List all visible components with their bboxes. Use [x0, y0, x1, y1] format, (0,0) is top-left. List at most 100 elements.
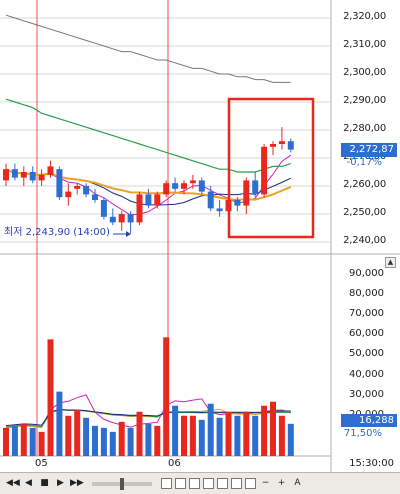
volume-bar — [118, 421, 125, 456]
candle-body — [65, 191, 72, 198]
volume-bar — [172, 405, 179, 456]
volume-bar — [83, 417, 90, 456]
price-tick-label: 2,260,00 — [343, 179, 386, 190]
volume-bar — [198, 419, 205, 456]
zoom-out-button[interactable]: − — [261, 478, 270, 488]
time-label: 15:30:00 — [349, 458, 394, 469]
current-price-tag: 2,272,87 — [341, 143, 397, 157]
price-tick-label: 2,240,00 — [343, 235, 386, 246]
candle-body — [189, 180, 196, 184]
print-icon[interactable] — [245, 478, 256, 489]
candle-body — [38, 174, 45, 181]
volume-tick-label: 50,000 — [349, 348, 384, 360]
current-volume-tag: 16,288 — [341, 414, 397, 427]
volume-bar — [127, 427, 134, 456]
highlight-box — [227, 97, 315, 239]
volume-bar — [65, 415, 72, 456]
price-panel[interactable] — [0, 0, 331, 253]
candle-body — [172, 183, 179, 189]
volume-bar — [163, 337, 170, 456]
candle-body — [181, 183, 187, 189]
zoom-slider[interactable] — [92, 477, 152, 490]
price-tick-label: 2,250,00 — [343, 207, 386, 218]
volume-bars — [3, 337, 294, 456]
candle-body — [252, 180, 259, 195]
volume-bar — [29, 427, 36, 456]
candle-body — [74, 186, 81, 189]
candle-body — [270, 144, 276, 147]
volume-bar — [216, 417, 223, 456]
volume-bar — [252, 415, 259, 456]
chart-type-line-icon[interactable] — [189, 478, 200, 489]
volume-tick-label: 40,000 — [349, 368, 384, 380]
candle-body — [47, 166, 54, 175]
volume-bar — [287, 423, 294, 456]
ma60-line — [5, 98, 291, 173]
volume-bar — [109, 431, 116, 456]
candle-body — [127, 214, 134, 223]
volume-bar — [100, 427, 107, 456]
volume-bar — [74, 409, 81, 456]
volume-bar — [207, 403, 214, 456]
stop-icon[interactable]: ■ — [40, 478, 49, 488]
volume-bar — [56, 391, 63, 456]
next-icon[interactable]: ▶ — [57, 478, 64, 488]
candle-body — [145, 194, 152, 206]
auto-scale-button[interactable]: A — [294, 478, 301, 488]
candle-body — [243, 180, 250, 206]
volume-bar — [38, 431, 45, 456]
panel-collapse-button[interactable]: ▲ — [385, 257, 396, 268]
candle-body — [136, 194, 143, 223]
low-annotation: 최저 2,243,90 (14:00) — [4, 227, 110, 238]
price-tick-label: 2,290,00 — [343, 95, 386, 106]
candle-body — [11, 169, 18, 178]
candle-body — [29, 172, 36, 181]
candle-body — [3, 169, 9, 181]
candle-body — [207, 191, 214, 209]
volume-bar — [20, 423, 27, 456]
volume-bar — [11, 425, 18, 456]
candle-body — [234, 200, 241, 206]
volume-bar — [234, 415, 241, 456]
volume-bar — [243, 411, 250, 456]
candle-body — [261, 146, 268, 195]
volume-bar — [181, 415, 187, 456]
zoom-in-button[interactable]: + — [277, 478, 286, 488]
date-label-06: 06 — [168, 458, 181, 469]
volume-bar — [92, 425, 98, 456]
volume-bar — [189, 415, 196, 456]
candle-body — [287, 141, 294, 150]
chart-type-candle-icon[interactable] — [161, 478, 172, 489]
volume-bar — [136, 411, 143, 456]
crosshair-icon[interactable] — [231, 478, 242, 489]
volume-bar — [278, 415, 285, 456]
volume-bar — [3, 427, 9, 456]
low-marker-arrow — [113, 231, 131, 237]
first-icon[interactable]: ◀◀ — [6, 478, 20, 488]
settings-icon[interactable] — [217, 478, 228, 489]
candle-body — [278, 141, 285, 144]
candle-body — [92, 194, 98, 200]
prev-icon[interactable]: ◀ — [25, 478, 32, 488]
volume-tick-label: 70,000 — [349, 308, 384, 320]
candle-body — [56, 169, 63, 198]
chart-type-bar-icon[interactable] — [175, 478, 186, 489]
chart-toolbar: ◀◀ ◀ ■ ▶ ▶▶ − + A — [0, 472, 400, 494]
candle-body — [154, 194, 161, 206]
volume-bar — [154, 425, 161, 456]
grid-icon[interactable] — [203, 478, 214, 489]
volume-bar — [261, 405, 268, 456]
candle-body — [20, 172, 27, 178]
last-icon[interactable]: ▶▶ — [70, 478, 84, 488]
current-change: -0,17% — [346, 157, 382, 168]
price-tick-label: 2,310,00 — [343, 39, 386, 50]
date-label-05: 05 — [35, 458, 48, 469]
candle-body — [109, 216, 116, 223]
candles — [3, 127, 294, 234]
volume-tick-label: 80,000 — [349, 288, 384, 300]
candle-body — [216, 208, 223, 212]
volume-bar — [225, 411, 232, 456]
volume-tick-label: 30,000 — [349, 388, 384, 400]
price-tick-label: 2,320,00 — [343, 11, 386, 22]
